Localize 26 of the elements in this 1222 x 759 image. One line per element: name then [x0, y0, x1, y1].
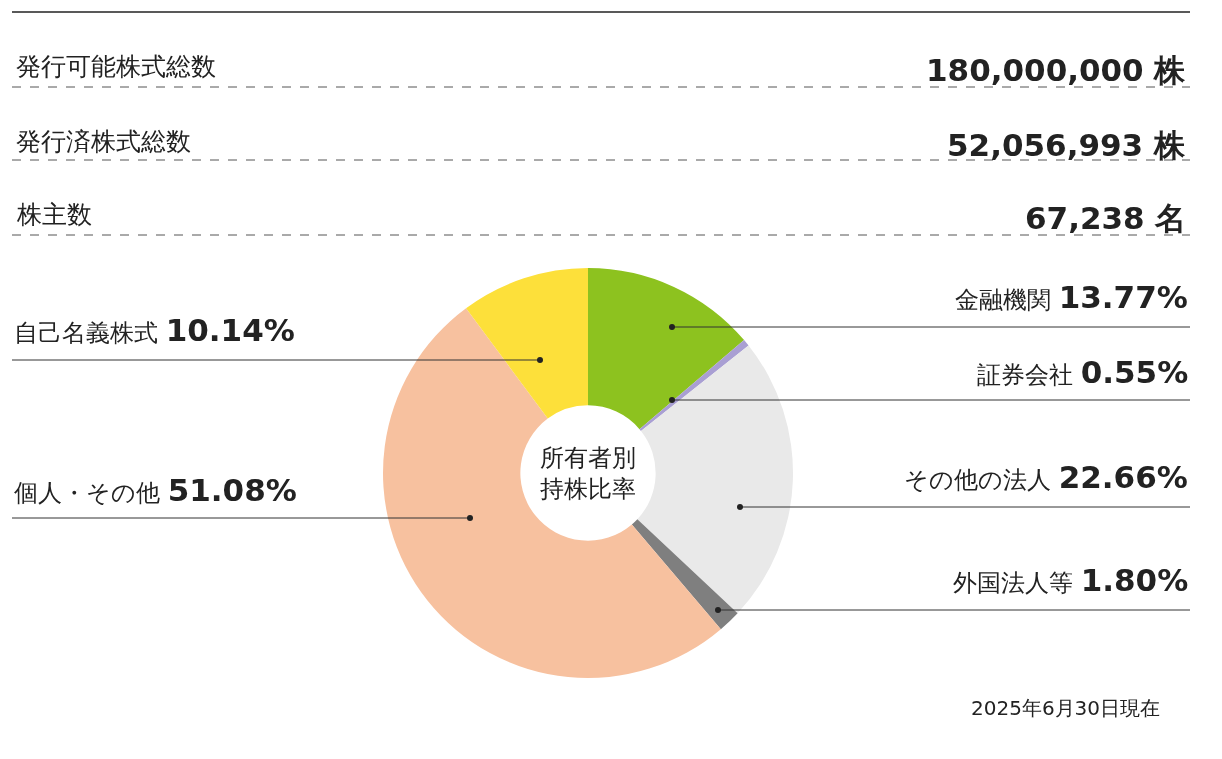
slice-label: 証券会社	[977, 361, 1073, 389]
donut-slice	[639, 340, 749, 431]
text: 発行可能株式総数	[16, 52, 216, 81]
text: 52,056,993 株	[947, 127, 1186, 163]
donut-slice	[383, 308, 721, 678]
slice-label: 自己名義株式	[14, 319, 158, 347]
donut-slice	[631, 519, 738, 630]
data-label: 10.14%	[165, 312, 295, 348]
donut-slice	[466, 268, 588, 419]
slice-label: 外国法人等	[953, 569, 1073, 597]
text: 2025年6月30日現在	[971, 696, 1161, 720]
data-label: 1.80%	[1080, 562, 1189, 598]
donut-slice	[588, 268, 745, 430]
data-label: 13.77%	[1058, 279, 1188, 315]
slice-label: 金融機関	[955, 286, 1051, 314]
text: 発行済株式総数	[16, 127, 191, 156]
donut-slice	[637, 345, 793, 614]
text: 株主数	[16, 200, 92, 229]
slice-label: その他の法人	[904, 466, 1051, 494]
data-label: 0.55%	[1080, 354, 1189, 390]
data-label: 22.66%	[1058, 459, 1188, 495]
slice-label: 個人・その他	[14, 479, 160, 507]
text: 67,238 名	[1025, 200, 1187, 236]
text: 所有者別持株比率	[540, 444, 636, 504]
data-label: 51.08%	[167, 472, 297, 508]
text: 180,000,000 株	[926, 52, 1187, 88]
